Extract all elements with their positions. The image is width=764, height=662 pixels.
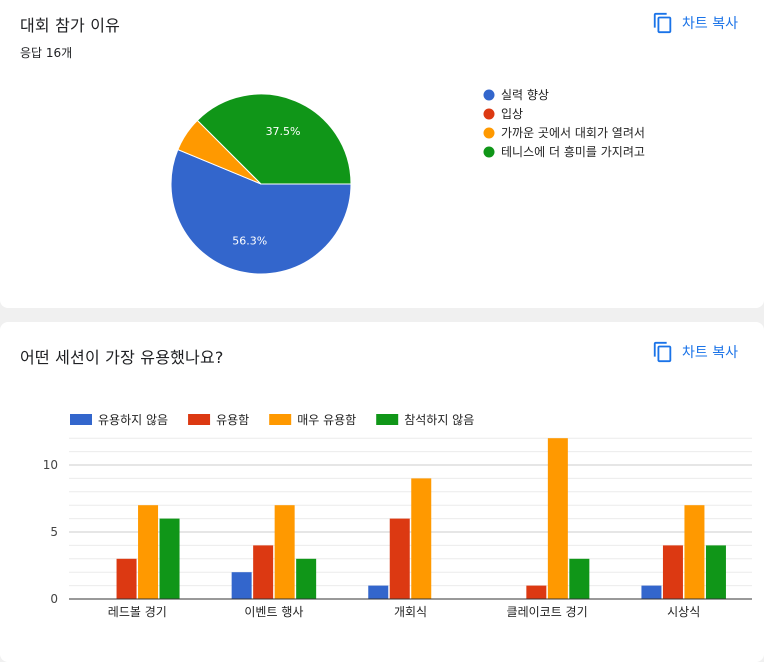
copy-chart-button[interactable]: 차트 복사 — [652, 339, 738, 365]
x-tick-label: 클레이코트 경기 — [507, 605, 588, 619]
legend-marker — [483, 89, 495, 101]
bar — [368, 585, 389, 599]
legend-label: 참석하지 않음 — [404, 413, 474, 427]
bar — [705, 545, 726, 599]
bar — [526, 585, 547, 599]
legend-label: 입상 — [501, 107, 523, 121]
legend-label: 유용하지 않음 — [98, 413, 168, 427]
pie-slice — [170, 148, 352, 275]
question-card-2: 어떤 세션이 가장 유용했나요? 차트 복사 0 5 10 레드볼 경기 이벤트 행사 개… — [0, 322, 764, 662]
legend-swatch — [70, 414, 92, 425]
legend-marker — [483, 108, 495, 120]
x-tick-label: 이벤트 행사 — [244, 604, 303, 619]
x-tick-label: 레드볼 경기 — [108, 605, 167, 619]
copy-icon — [652, 12, 674, 34]
y-tick-label: 0 — [50, 592, 58, 606]
pie-slice-label: 37.5% — [266, 125, 301, 138]
bar — [547, 438, 568, 599]
question-title: 어떤 세션이 가장 유용했나요? — [20, 348, 224, 367]
bar — [569, 558, 590, 599]
bar — [641, 585, 662, 599]
bar — [296, 558, 317, 599]
pie-slice — [196, 93, 352, 185]
legend-label: 가까운 곳에서 대회가 열려서 — [501, 126, 645, 140]
bar — [389, 518, 410, 599]
legend-swatch — [376, 414, 399, 425]
legend-marker — [483, 127, 495, 139]
bar — [116, 558, 137, 599]
copy-chart-label: 차트 복사 — [682, 16, 738, 32]
bar — [138, 505, 159, 599]
x-tick-label: 개회식 — [394, 605, 427, 619]
bar — [231, 572, 252, 599]
legend-label: 테니스에 더 흥미를 가지려고 — [501, 145, 645, 159]
legend-label: 매우 유용함 — [297, 413, 356, 427]
bar-chart: 0 5 10 레드볼 경기 이벤트 행사 개회식 클레이코트 경기 시상식 유용하지 않음 유용함… — [43, 413, 752, 619]
pie-slice-label: 56.3% — [232, 234, 267, 247]
copy-icon — [652, 341, 674, 363]
question-title: 대회 참가 이유 — [20, 16, 121, 35]
bar — [411, 478, 432, 599]
bar — [159, 518, 180, 599]
y-tick-label: 10 — [43, 458, 58, 472]
legend-marker — [483, 146, 495, 158]
bar — [684, 505, 705, 599]
bar — [274, 505, 295, 599]
response-count: 응답 16개 — [20, 46, 73, 60]
legend-swatch — [188, 414, 211, 425]
legend-label: 유용함 — [216, 413, 249, 427]
y-tick-label: 5 — [50, 525, 58, 539]
copy-chart-button[interactable]: 차트 복사 — [652, 10, 738, 36]
bar — [253, 545, 274, 599]
bar — [662, 545, 683, 599]
legend-swatch — [269, 414, 292, 425]
legend-label: 실력 향상 — [501, 88, 549, 102]
copy-chart-label: 차트 복사 — [682, 345, 738, 361]
x-tick-label: 시상식 — [667, 605, 700, 619]
